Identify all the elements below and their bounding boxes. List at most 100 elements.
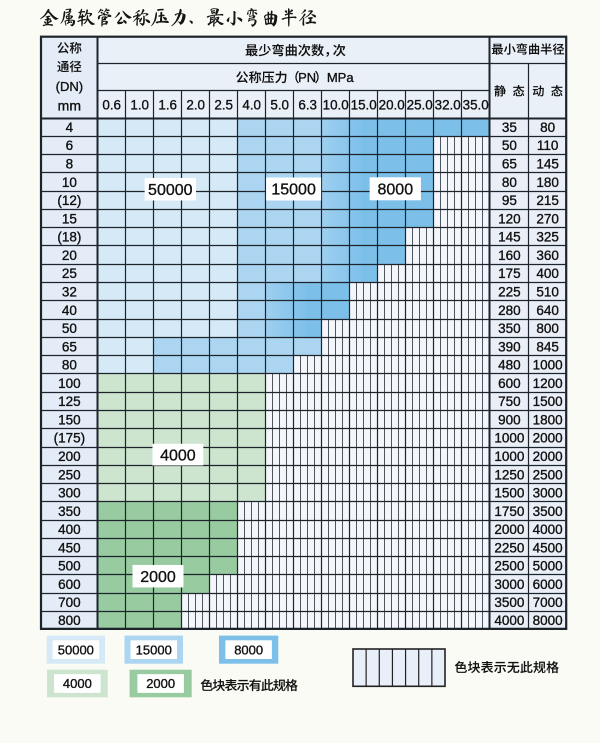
- svg-text:500: 500: [58, 559, 81, 574]
- svg-text:4500: 4500: [533, 540, 563, 555]
- svg-text:4: 4: [66, 120, 74, 135]
- svg-text:1000: 1000: [494, 431, 524, 446]
- svg-text:4.0: 4.0: [242, 97, 261, 112]
- svg-text:15.0: 15.0: [351, 97, 377, 112]
- svg-text:5.0: 5.0: [270, 97, 289, 112]
- svg-text:700: 700: [58, 595, 81, 610]
- svg-text:280: 280: [498, 303, 521, 318]
- svg-text:3000: 3000: [494, 577, 524, 592]
- svg-text:175: 175: [498, 266, 521, 281]
- svg-text:4000: 4000: [160, 447, 196, 464]
- svg-text:120: 120: [498, 211, 521, 226]
- svg-text:3500: 3500: [533, 504, 563, 519]
- svg-text:150: 150: [58, 412, 81, 427]
- svg-text:1.0: 1.0: [130, 97, 149, 112]
- svg-text:2500: 2500: [533, 467, 563, 482]
- svg-text:600: 600: [498, 376, 521, 391]
- svg-text:80: 80: [62, 358, 77, 373]
- svg-text:(18): (18): [57, 230, 81, 245]
- svg-text:10: 10: [62, 175, 77, 190]
- svg-text:400: 400: [58, 522, 81, 537]
- svg-text:MPa: MPa: [327, 70, 355, 85]
- svg-text:50: 50: [502, 138, 517, 153]
- svg-text:2500: 2500: [494, 559, 524, 574]
- svg-text:15000: 15000: [271, 182, 316, 199]
- svg-text:1000: 1000: [494, 449, 524, 464]
- svg-text:180: 180: [536, 175, 559, 190]
- svg-text:(12): (12): [57, 193, 81, 208]
- svg-text:325: 325: [536, 230, 559, 245]
- svg-text:mm: mm: [58, 98, 81, 114]
- svg-text:300: 300: [58, 486, 81, 501]
- svg-text:225: 225: [498, 284, 521, 299]
- svg-text:8000: 8000: [533, 613, 563, 628]
- svg-text:35.0: 35.0: [463, 97, 489, 112]
- svg-text:4000: 4000: [533, 522, 563, 537]
- svg-text:215: 215: [536, 193, 559, 208]
- svg-text:350: 350: [498, 321, 521, 336]
- svg-text:2000: 2000: [140, 569, 176, 586]
- svg-text:250: 250: [58, 467, 81, 482]
- svg-text:4000: 4000: [63, 676, 92, 691]
- svg-text:20: 20: [62, 248, 77, 263]
- svg-text:800: 800: [536, 321, 559, 336]
- svg-text:2000: 2000: [146, 676, 175, 691]
- svg-text:390: 390: [498, 339, 521, 354]
- svg-text:50000: 50000: [148, 182, 193, 199]
- svg-text:510: 510: [536, 284, 559, 299]
- svg-text:0.6: 0.6: [102, 97, 121, 112]
- svg-text:95: 95: [502, 193, 517, 208]
- svg-text:15: 15: [62, 211, 77, 226]
- svg-text:PN: PN: [298, 70, 316, 85]
- svg-text:3500: 3500: [494, 595, 524, 610]
- svg-text:1800: 1800: [533, 412, 563, 427]
- svg-text:8000: 8000: [234, 642, 263, 657]
- svg-text:35: 35: [502, 120, 517, 135]
- svg-text:100: 100: [58, 376, 81, 391]
- svg-text:480: 480: [498, 358, 521, 373]
- svg-text:32: 32: [62, 284, 77, 299]
- svg-text:80: 80: [502, 175, 517, 190]
- svg-text:800: 800: [58, 613, 81, 628]
- svg-text:1250: 1250: [494, 467, 524, 482]
- svg-text:40: 40: [62, 303, 77, 318]
- svg-text:50000: 50000: [58, 642, 94, 657]
- svg-text:350: 350: [58, 504, 81, 519]
- svg-text:1000: 1000: [533, 358, 563, 373]
- svg-text:125: 125: [58, 394, 81, 409]
- svg-text:400: 400: [536, 266, 559, 281]
- svg-text:65: 65: [62, 339, 77, 354]
- svg-text:(175): (175): [54, 431, 86, 446]
- svg-text:845: 845: [536, 339, 559, 354]
- svg-text:32.0: 32.0: [435, 97, 461, 112]
- svg-text:360: 360: [536, 248, 559, 263]
- svg-text:1.6: 1.6: [158, 97, 177, 112]
- svg-text:900: 900: [498, 412, 521, 427]
- svg-text:8000: 8000: [378, 182, 414, 199]
- svg-text:145: 145: [536, 157, 559, 172]
- svg-text:10.0: 10.0: [323, 97, 349, 112]
- svg-text:1750: 1750: [494, 504, 524, 519]
- svg-text:8: 8: [66, 157, 74, 172]
- svg-text:270: 270: [536, 211, 559, 226]
- svg-text:2000: 2000: [533, 431, 563, 446]
- svg-text:20.0: 20.0: [379, 97, 405, 112]
- svg-text:2.5: 2.5: [214, 97, 233, 112]
- svg-text:7000: 7000: [533, 595, 563, 610]
- svg-text:25.0: 25.0: [407, 97, 433, 112]
- svg-text:25: 25: [62, 266, 77, 281]
- svg-text:200: 200: [58, 449, 81, 464]
- svg-text:640: 640: [536, 303, 559, 318]
- svg-text:1500: 1500: [494, 486, 524, 501]
- svg-text:2000: 2000: [494, 522, 524, 537]
- svg-text:450: 450: [58, 540, 81, 555]
- svg-text:2250: 2250: [494, 540, 524, 555]
- svg-text:1200: 1200: [533, 376, 563, 391]
- svg-text:750: 750: [498, 394, 521, 409]
- svg-text:2000: 2000: [533, 449, 563, 464]
- svg-text:145: 145: [498, 230, 521, 245]
- svg-text:6.3: 6.3: [298, 97, 317, 112]
- svg-text:160: 160: [498, 248, 521, 263]
- svg-text:6000: 6000: [533, 577, 563, 592]
- svg-text:4000: 4000: [494, 613, 524, 628]
